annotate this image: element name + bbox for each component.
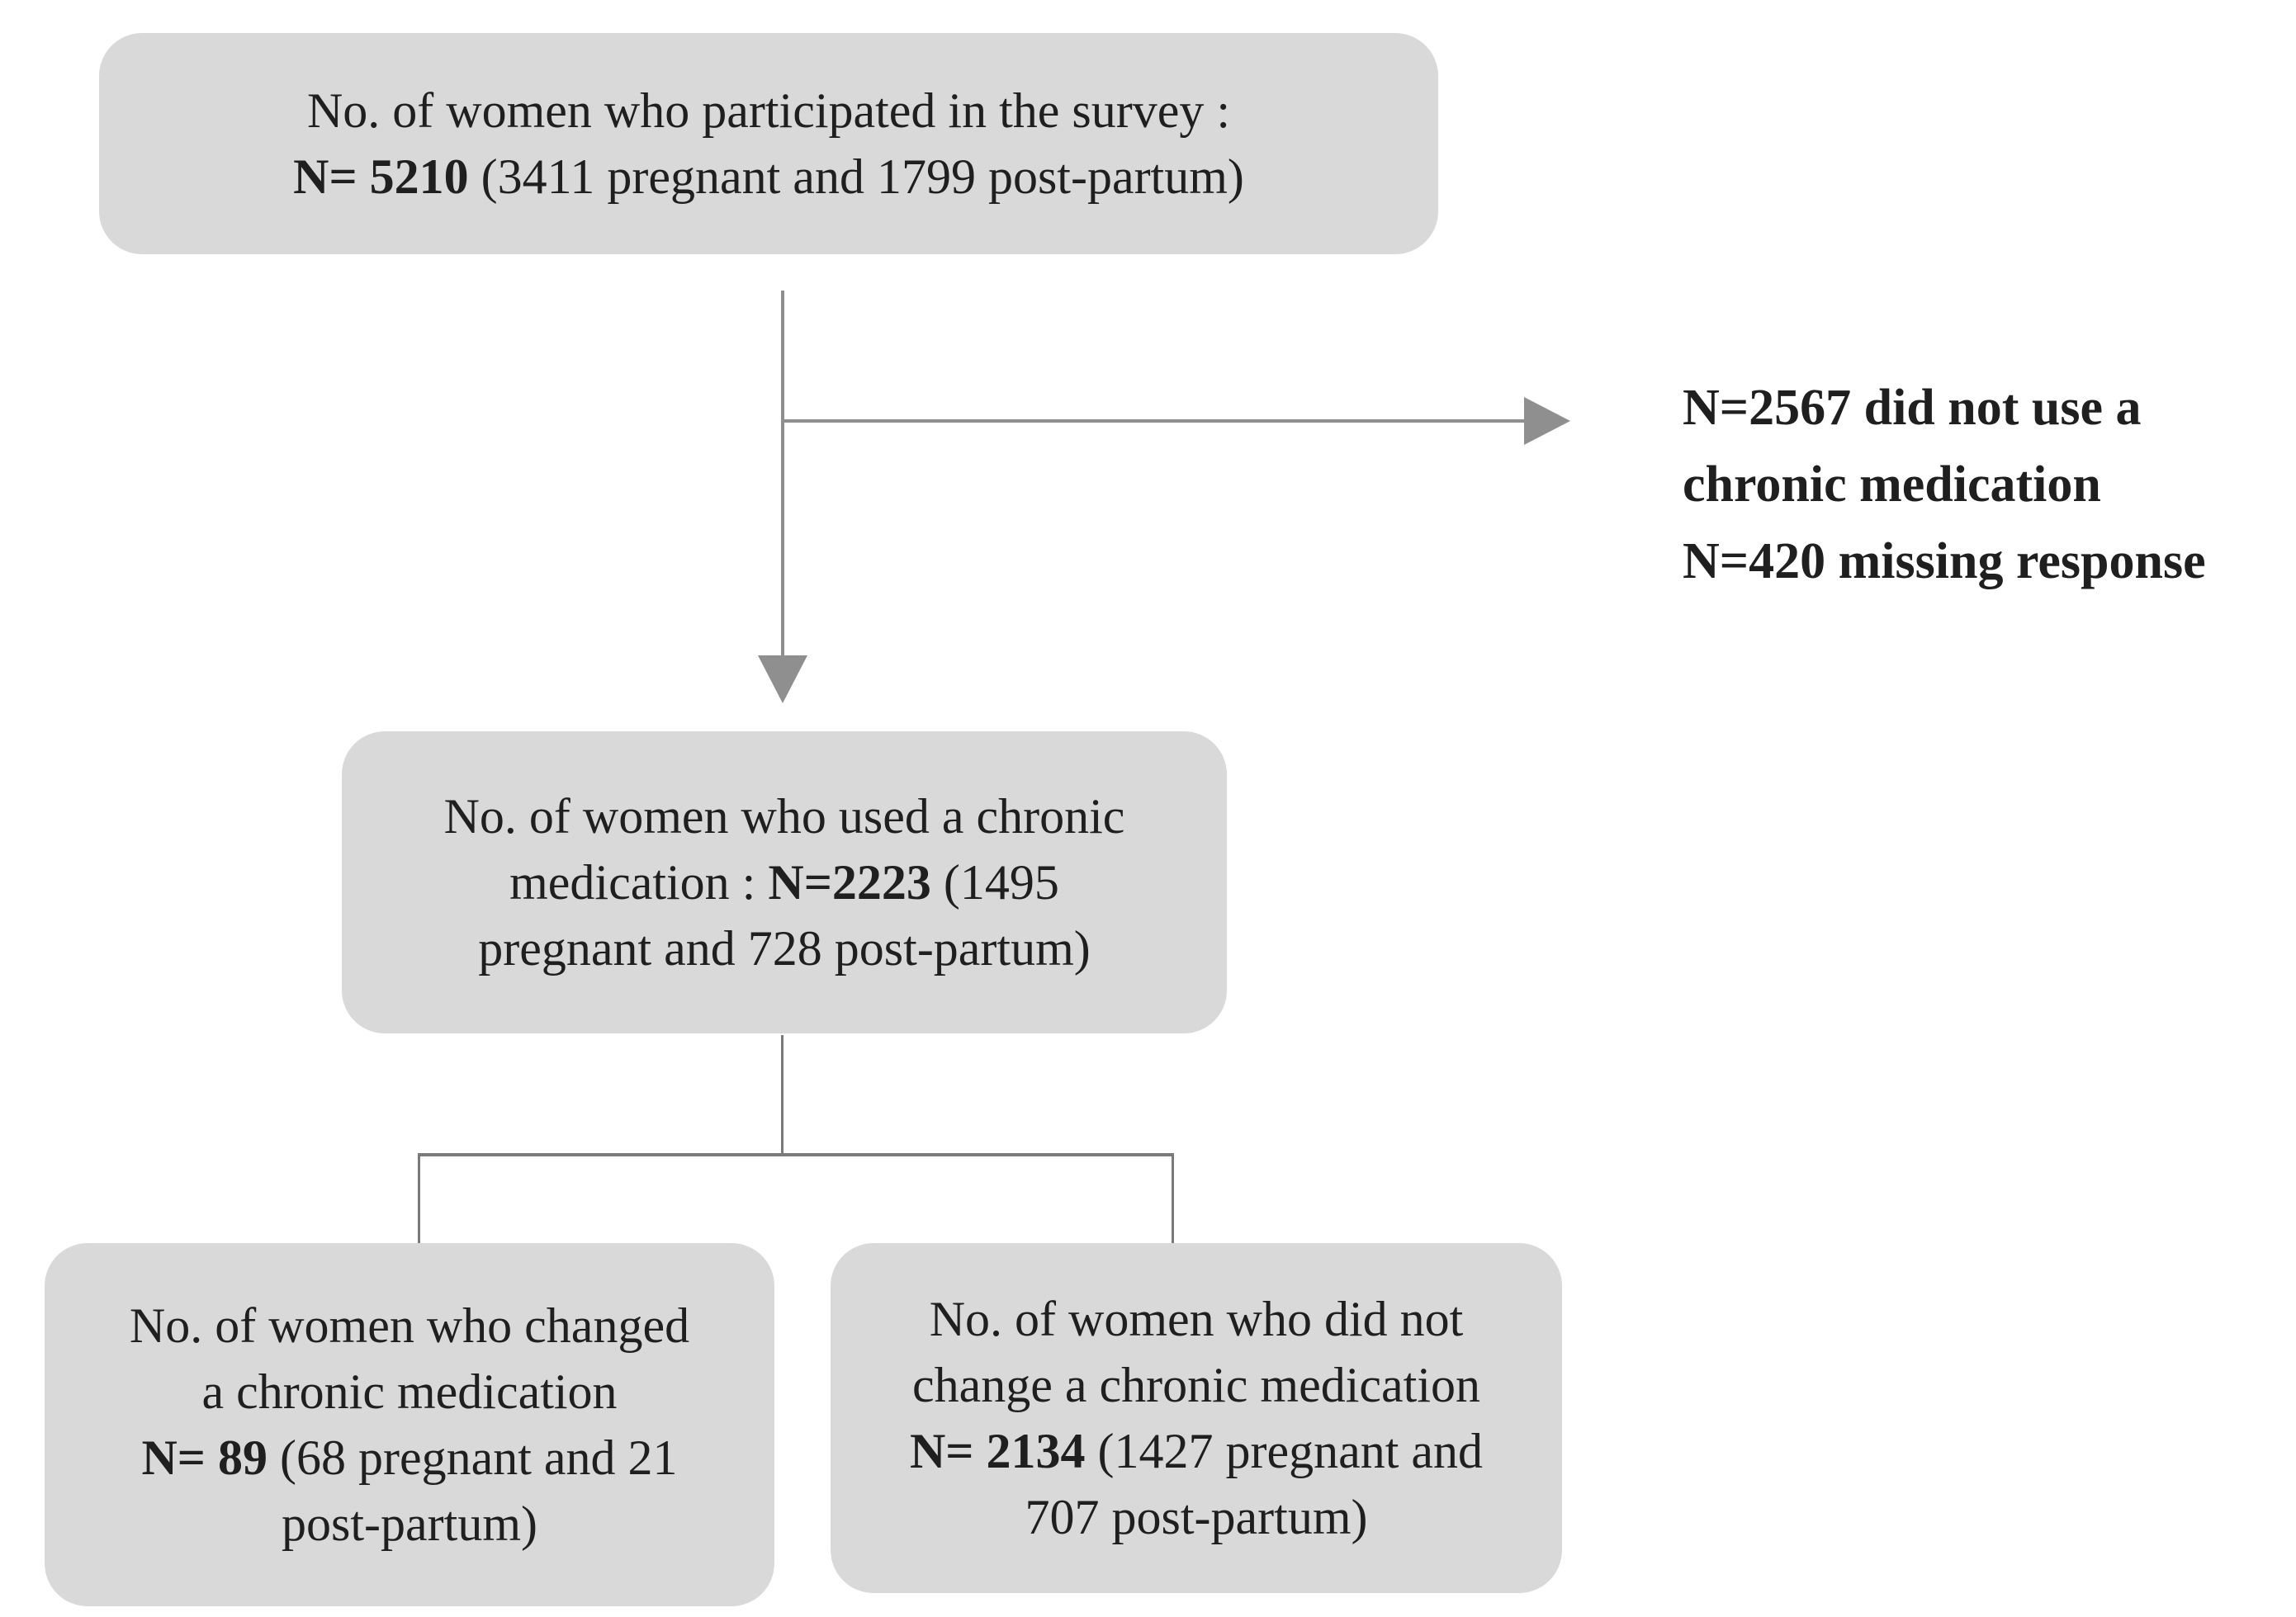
box-text-line: No. of women who participated in the sur…: [307, 78, 1230, 144]
text-segment: post-partum): [282, 1496, 537, 1551]
flow-box-changed-medication: No. of women who changed a chronic medic…: [45, 1243, 774, 1606]
box-text-line: No. of women who did not: [930, 1286, 1464, 1352]
text-segment: No. of women who did not: [929, 1292, 1464, 1346]
exclusion-note: N=2567 did not use a chronic medication …: [1683, 370, 2296, 600]
text-segment: 707 post-partum): [1025, 1490, 1368, 1544]
exclusion-note-line: N=2567 did not use a: [1683, 380, 2142, 436]
box-text-line: No. of women who used a chronic: [444, 783, 1125, 849]
box-text-line: N= 89 (68 pregnant and 21: [141, 1425, 677, 1491]
n-value: N= 5210: [293, 149, 469, 204]
text-segment: (3411 pregnant and 1799 post-partum): [468, 149, 1244, 204]
box-text-line: 707 post-partum): [1025, 1484, 1368, 1550]
flow-box-survey-participants: No. of women who participated in the sur…: [99, 33, 1438, 254]
flow-box-used-chronic-medication: No. of women who used a chronic medicati…: [342, 731, 1227, 1033]
connector-drop-left: [418, 1153, 420, 1246]
text-segment: (1427 pregnant and: [1085, 1424, 1484, 1478]
box-text-line: change a chronic medication: [912, 1352, 1480, 1418]
exclusion-note-line: N=420 missing response: [1683, 533, 2206, 589]
connector-horizontal: [418, 1153, 1174, 1156]
n-value: N= 2134: [909, 1424, 1086, 1478]
n-value: N=2223: [768, 855, 931, 910]
arrowhead-down-icon: [758, 655, 807, 703]
box-text-line: pregnant and 728 post-partum): [478, 915, 1090, 981]
flow-box-not-changed-medication: No. of women who did not change a chroni…: [831, 1243, 1562, 1593]
box-text-line: N= 5210 (3411 pregnant and 1799 post-par…: [293, 144, 1244, 210]
text-segment: pregnant and 728 post-partum): [478, 921, 1091, 976]
box-text-line: No. of women who changed: [130, 1293, 689, 1359]
box-text-line: a chronic medication: [201, 1359, 617, 1425]
connector-stem: [781, 1035, 783, 1156]
text-segment: a chronic medication: [201, 1364, 618, 1419]
text-segment: change a chronic medication: [911, 1358, 1480, 1412]
n-value: N= 89: [141, 1430, 267, 1485]
arrowhead-right-icon: [1524, 397, 1570, 445]
text-segment: No. of women who participated in the sur…: [306, 83, 1231, 138]
box-text-line: medication : N=2223 (1495: [509, 849, 1059, 915]
text-segment: No. of women who used a chronic: [443, 789, 1125, 844]
text-segment: No. of women who changed: [129, 1298, 690, 1353]
box-text-line: N= 2134 (1427 pregnant and: [910, 1418, 1483, 1484]
arrow-down-line: [781, 291, 784, 659]
arrow-right-line: [783, 419, 1526, 423]
text-segment: (68 pregnant and 21: [267, 1430, 678, 1485]
text-segment: (1495: [930, 855, 1059, 910]
text-segment: medication :: [509, 855, 769, 910]
exclusion-note-line: chronic medication: [1683, 456, 2101, 513]
connector-drop-right: [1172, 1153, 1174, 1246]
box-text-line: post-partum): [282, 1491, 537, 1557]
